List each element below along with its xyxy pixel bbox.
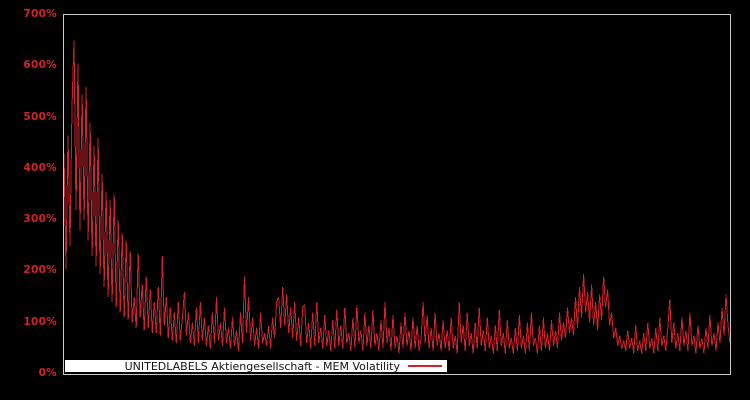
series-plot <box>64 40 730 354</box>
y-axis-tick-label: 300% <box>23 212 57 225</box>
legend-line-swatch-icon <box>408 365 442 367</box>
legend-label: UNITEDLABELS Aktiengesellschaft - MEM Vo… <box>124 359 400 373</box>
y-axis-tick-label: 700% <box>23 7 57 20</box>
y-axis-tick-label: 0% <box>38 366 57 379</box>
legend: UNITEDLABELS Aktiengesellschaft - MEM Vo… <box>65 360 447 372</box>
y-axis-tick-label: 500% <box>23 110 57 123</box>
y-axis-tick-label: 200% <box>23 264 57 277</box>
y-axis-tick-label: 100% <box>23 315 57 328</box>
y-axis-tick-label: 400% <box>23 161 57 174</box>
volatility-series-line <box>64 40 730 354</box>
plot-area <box>63 14 731 375</box>
y-axis-tick-label: 600% <box>23 59 57 72</box>
y-axis: 0% 100% 200% 300% 400% 500% 600% 700% <box>0 0 57 400</box>
